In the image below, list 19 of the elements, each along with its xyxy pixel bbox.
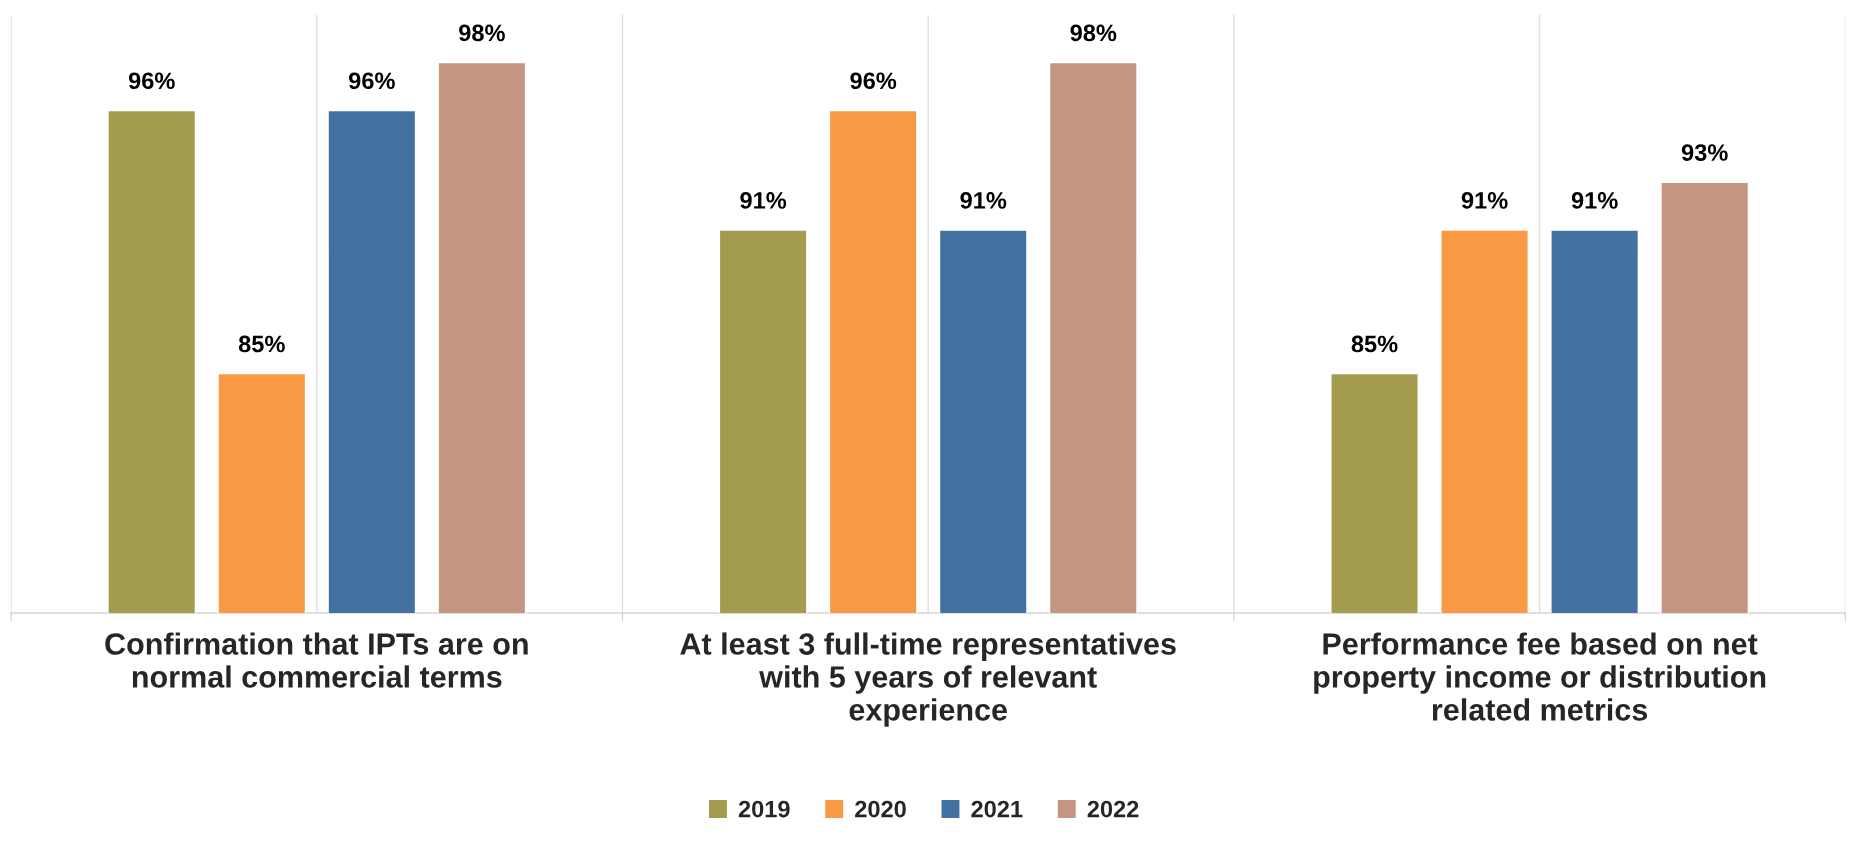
legend-label: 2019 — [738, 800, 790, 818]
data-label: 85% — [1351, 335, 1398, 353]
x-tick-label: Performance fee based on net property income or distribution related metrics — [1314, 632, 1766, 721]
x-tick-label: Confirmation that IPTs are on normal commercial terms — [105, 632, 528, 688]
data-label: 91% — [1461, 192, 1508, 209]
data-label: 96% — [850, 72, 897, 90]
x-tick-label: At least 3 full-time representatives with 5 years of relevant experience — [680, 632, 1176, 727]
data-label: 85% — [238, 335, 285, 353]
data-label: 98% — [459, 24, 505, 42]
data-label: 91% — [1571, 192, 1618, 209]
data-label: 96% — [128, 72, 175, 90]
data-label: 91% — [740, 192, 787, 209]
data-label: 96% — [349, 72, 395, 90]
legend-label: 2022 — [1087, 800, 1139, 818]
data-label: 98% — [1070, 24, 1117, 42]
data-label: 91% — [960, 192, 1007, 209]
legend-label: 2020 — [855, 800, 906, 818]
data-label: 93% — [1681, 144, 1728, 161]
legend-label: 2021 — [971, 800, 1023, 818]
